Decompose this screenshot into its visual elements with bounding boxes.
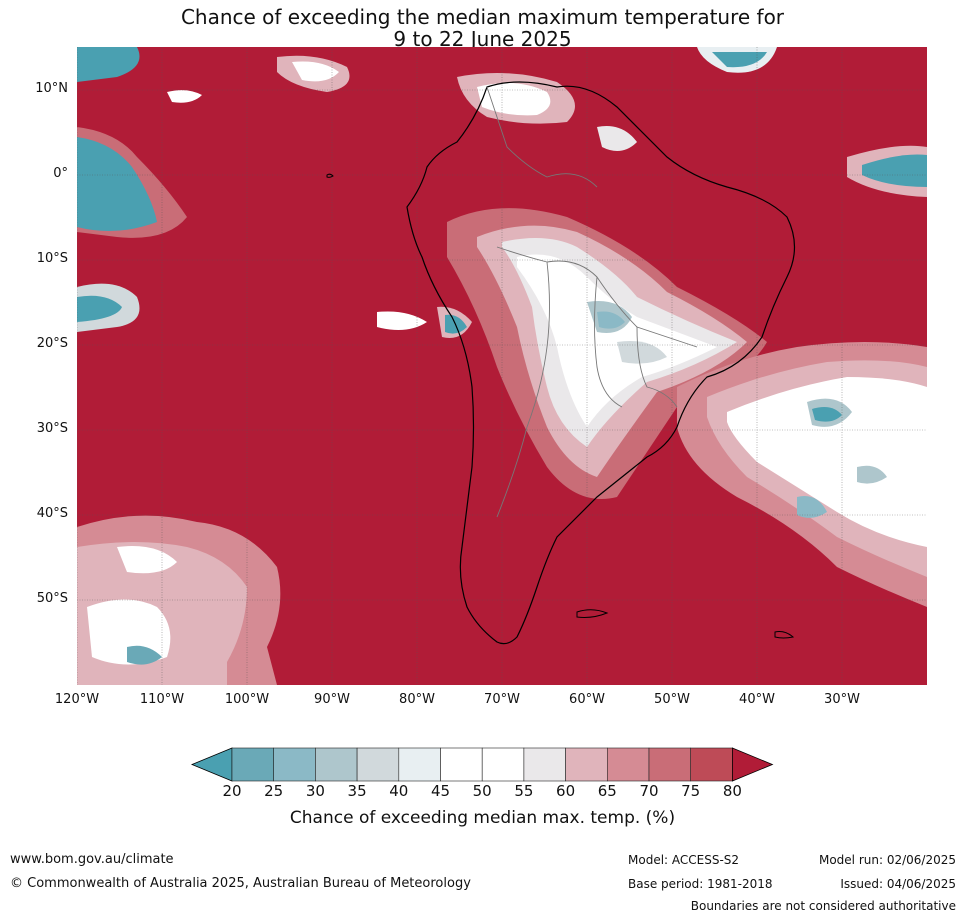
colorbar-swatch [440, 747, 483, 782]
model-text: Model: ACCESS-S2 [628, 853, 740, 867]
map-title-line-1: Chance of exceeding the median maximum t… [180, 5, 785, 29]
lon-label-90w: 90°W [314, 692, 350, 707]
colorbar-title: Chance of exceeding median max. temp. (%… [289, 808, 676, 828]
colorbar-tick-label: 55 [514, 782, 534, 800]
lat-label-20s: 20°S [36, 336, 68, 351]
lon-label-110w: 110°W [139, 692, 185, 707]
colorbar-swatch [523, 747, 566, 782]
colorbar-tick-label: 35 [347, 782, 367, 800]
disclaimer-text: Boundaries are not considered authoritat… [690, 899, 956, 913]
lon-label-60w: 60°W [569, 692, 605, 707]
colorbar-tick-label: 65 [597, 782, 617, 800]
colorbar-tick-label: 80 [722, 782, 742, 800]
colorbar-extend-high [732, 747, 774, 782]
colorbar-swatch [481, 747, 525, 782]
lat-label-30s: 30°S [36, 421, 68, 436]
lat-label-0: 0° [53, 166, 68, 181]
graticule [77, 47, 927, 685]
lon-label-80w: 80°W [399, 692, 435, 707]
galapagos-islands [326, 173, 334, 178]
colorbar-tick-label: 75 [681, 782, 701, 800]
lon-label-40w: 40°W [739, 692, 775, 707]
colorbar-swatch [273, 747, 316, 782]
caribbean-pattern [277, 55, 637, 151]
lon-label-100w: 100°W [224, 692, 270, 707]
south-america-coastline [406, 81, 796, 645]
model-run-text: Model run: 02/06/2025 [818, 853, 956, 867]
colorbar-extend-low [190, 747, 233, 782]
lon-label-30w: 30°W [824, 692, 860, 707]
issued-text: Issued: 04/06/2025 [840, 877, 956, 891]
colorbar [190, 747, 774, 782]
map-title-line-2: 9 to 22 June 2025 [393, 27, 572, 51]
lat-label-50s: 50°S [36, 591, 68, 606]
map-canvas [77, 47, 927, 685]
colorbar-swatch [315, 747, 358, 782]
colorbar-swatch [398, 747, 441, 782]
country-borders [486, 86, 698, 518]
copyright-text: © Commonwealth of Australia 2025, Austra… [10, 876, 471, 891]
low-probability-regions [77, 47, 927, 332]
base-period-text: Base period: 1981-2018 [628, 877, 773, 891]
lat-label-40s: 40°S [36, 506, 68, 521]
lon-label-70w: 70°W [484, 692, 520, 707]
lat-label-10n: 10°N [35, 81, 68, 96]
lon-label-120w: 120°W [54, 692, 100, 707]
colorbar-swatch [231, 747, 275, 782]
colorbar-swatch [690, 747, 733, 782]
colorbar-swatch [565, 747, 608, 782]
lat-label-10s: 10°S [36, 251, 68, 266]
south-georgia [774, 631, 795, 639]
colorbar-tick-label: 70 [639, 782, 659, 800]
colorbar-tick-label: 45 [430, 782, 451, 800]
colorbar-swatch [648, 747, 692, 782]
colorbar-tick-label: 30 [305, 782, 325, 800]
lon-label-50w: 50°W [654, 692, 690, 707]
atlantic-pattern [677, 342, 927, 607]
colorbar-swatch [606, 747, 650, 782]
colorbar-tick-label: 60 [556, 782, 576, 800]
probability-map [77, 47, 927, 685]
colorbar-tick-label: 25 [264, 782, 284, 800]
colorbar-tick-label: 50 [472, 782, 492, 800]
colorbar-tick-label: 20 [222, 782, 242, 800]
southwest-pattern [77, 515, 281, 685]
colorbar-swatch [356, 747, 400, 782]
colorbar-tick-label: 40 [389, 782, 409, 800]
website-link[interactable]: www.bom.gov.au/climate [10, 852, 174, 867]
falkland-islands [576, 609, 609, 618]
